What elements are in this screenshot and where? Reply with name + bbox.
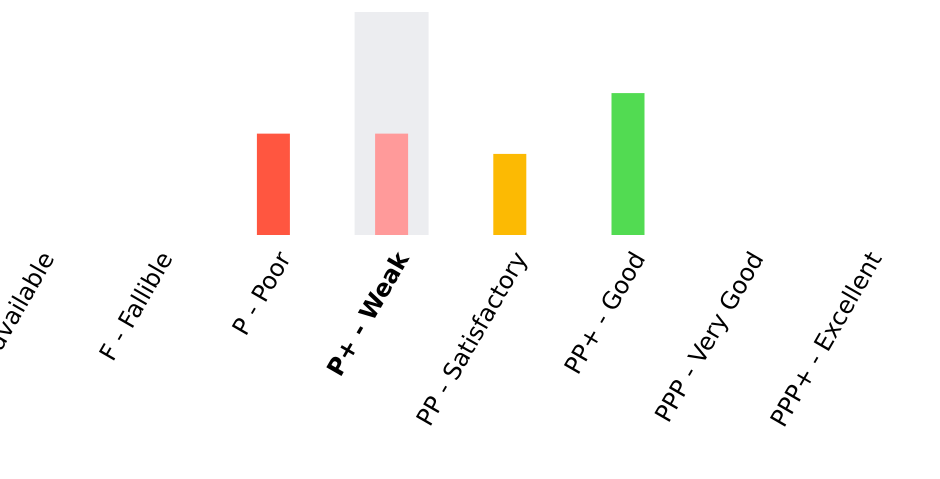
x-tick-label[interactable]: PPP+ - Excellent — [765, 247, 888, 432]
x-tick-label[interactable]: PP+ - Good — [559, 247, 651, 379]
bar-5[interactable] — [493, 153, 527, 235]
x-tick-label[interactable]: F - Fallible — [94, 247, 179, 366]
bar-3[interactable] — [256, 133, 290, 235]
x-tick-label[interactable]: P+ - Weak — [321, 246, 415, 381]
x-tick-label[interactable]: PPP - Very Good — [649, 247, 769, 427]
bar-4[interactable] — [375, 133, 409, 235]
x-tick-label[interactable]: ND - Unavailable — [0, 247, 60, 435]
x-tick-label[interactable]: P - Poor — [227, 247, 297, 340]
bar-6[interactable] — [611, 93, 645, 235]
x-tick-label[interactable]: PP - Satisfactory — [411, 247, 533, 431]
